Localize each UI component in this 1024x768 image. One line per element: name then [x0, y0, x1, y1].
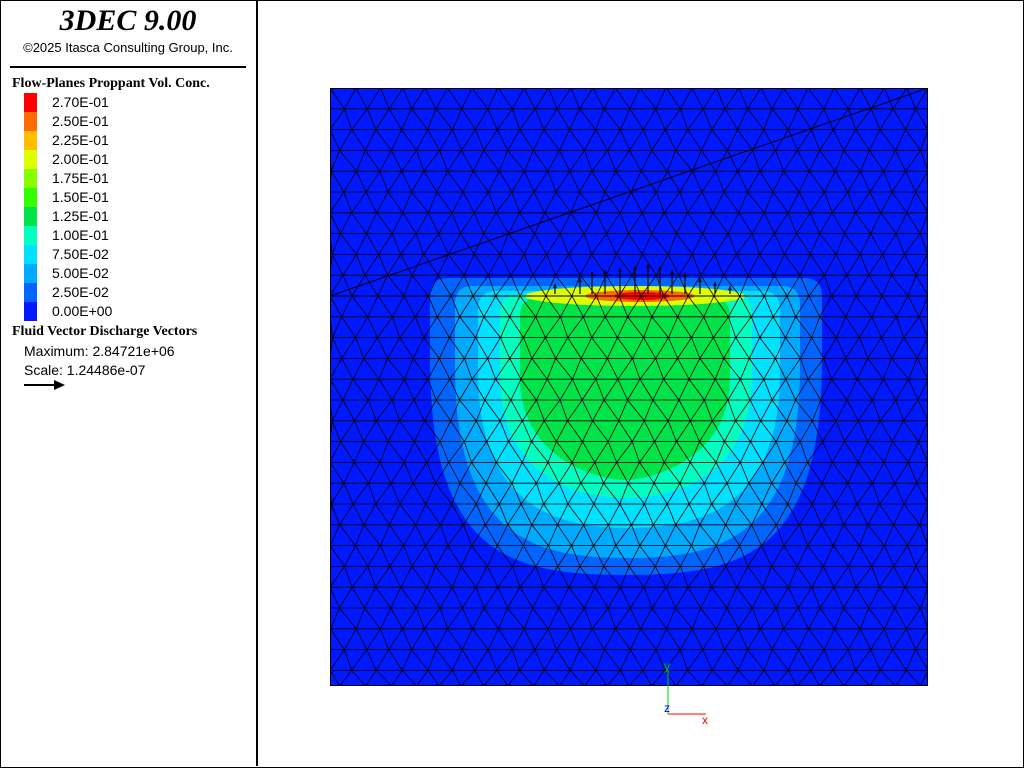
vector-arrow-icon — [24, 380, 65, 390]
triangular-mesh — [330, 88, 928, 686]
discharge-vector-head — [646, 264, 650, 268]
legend-label: 5.00E-02 — [52, 265, 109, 281]
discharge-vector-head — [658, 266, 662, 270]
legend-swatch — [24, 207, 37, 226]
app-title: 3DEC 9.00 — [59, 4, 197, 37]
z-axis-label: z — [664, 701, 670, 715]
legend-swatch — [24, 245, 37, 264]
legend-swatch — [24, 112, 37, 131]
model-viewport[interactable]: x y z — [258, 0, 1022, 766]
legend-label: 7.50E-02 — [52, 246, 109, 262]
legend-label: 2.50E-01 — [52, 113, 109, 129]
legend-swatch — [24, 93, 37, 112]
divider — [10, 66, 246, 68]
discharge-vector-head — [683, 273, 687, 277]
discharge-vector-head — [590, 272, 594, 276]
legend-label: 2.70E-01 — [52, 94, 109, 110]
vector-legend-title: Fluid Vector Discharge Vectors — [12, 324, 198, 339]
axis-triad: x y z — [664, 660, 708, 727]
legend-swatch — [24, 169, 37, 188]
contour-band-green — [520, 298, 730, 480]
legend-label: 1.00E-01 — [52, 227, 109, 243]
legend-swatch — [24, 264, 37, 283]
copyright-text: ©2025 Itasca Consulting Group, Inc. — [23, 40, 233, 55]
discharge-vectors — [553, 264, 732, 294]
legend-label: 2.25E-01 — [52, 132, 109, 148]
legend-label: 2.00E-01 — [52, 151, 109, 167]
x-axis-label: x — [702, 713, 708, 727]
legend-label: 2.50E-02 — [52, 284, 109, 300]
legend-label: 1.50E-01 — [52, 189, 109, 205]
discharge-vector-head — [553, 284, 557, 288]
legend-swatch — [24, 131, 37, 150]
legend-panel: 3DEC 9.00 ©2025 Itasca Consulting Group,… — [0, 0, 258, 766]
legend-swatch — [24, 150, 37, 169]
plot-border — [330, 88, 928, 686]
discharge-vector-head — [618, 268, 622, 272]
legend-label: 1.75E-01 — [52, 170, 109, 186]
legend-title: Flow-Planes Proppant Vol. Conc. — [12, 76, 210, 91]
vector-scale: Scale: 1.24486e-07 — [24, 362, 146, 378]
legend-swatch — [24, 283, 37, 302]
discharge-vector-head — [578, 278, 582, 282]
discharge-vector-head — [698, 278, 702, 282]
fracture-trace-inclined — [330, 88, 928, 297]
discharge-vector-head — [603, 270, 607, 274]
vector-maximum: Maximum: 2.84721e+06 — [24, 343, 175, 359]
flow-plane-contour-plot[interactable] — [330, 88, 928, 686]
legend-label: 1.25E-01 — [52, 208, 109, 224]
discharge-vector-head — [728, 286, 732, 290]
y-axis-label: y — [664, 660, 670, 673]
legend-swatch — [24, 302, 37, 321]
legend-swatch — [24, 188, 37, 207]
mesh-edges — [330, 88, 928, 686]
legend-label: 0.00E+00 — [52, 303, 113, 319]
discharge-vector-head — [670, 270, 674, 274]
discharge-vector-head — [713, 282, 717, 286]
discharge-vector-head — [633, 266, 637, 270]
legend-swatch — [24, 226, 37, 245]
